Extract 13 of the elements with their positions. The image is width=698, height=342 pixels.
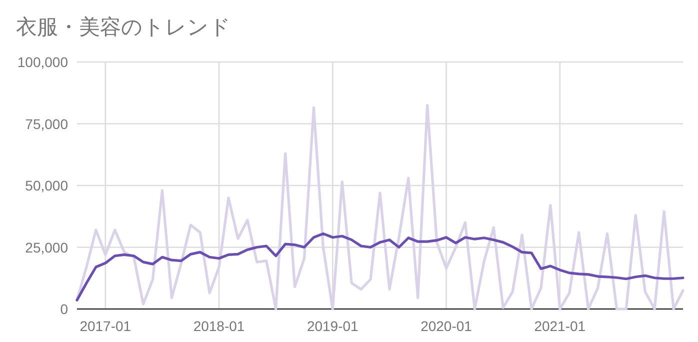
line-series xyxy=(76,232,684,302)
line-series xyxy=(76,104,684,310)
y-tick-label: 25,000 xyxy=(25,239,68,256)
chart-title: 衣服・美容のトレンド xyxy=(16,16,231,39)
y-tick-label: 0 xyxy=(60,301,68,317)
x-tick-label: 2021-01 xyxy=(534,318,586,334)
y-tick-label: 100,000 xyxy=(17,54,68,70)
y-tick-label: 75,000 xyxy=(25,116,68,132)
y-tick-label: 50,000 xyxy=(25,178,68,194)
x-tick-label: 2019-01 xyxy=(306,318,359,334)
x-tick-label: 2020-01 xyxy=(420,318,472,334)
x-tick-label: 2018-01 xyxy=(193,318,245,334)
x-tick-label: 2017-01 xyxy=(80,318,132,334)
